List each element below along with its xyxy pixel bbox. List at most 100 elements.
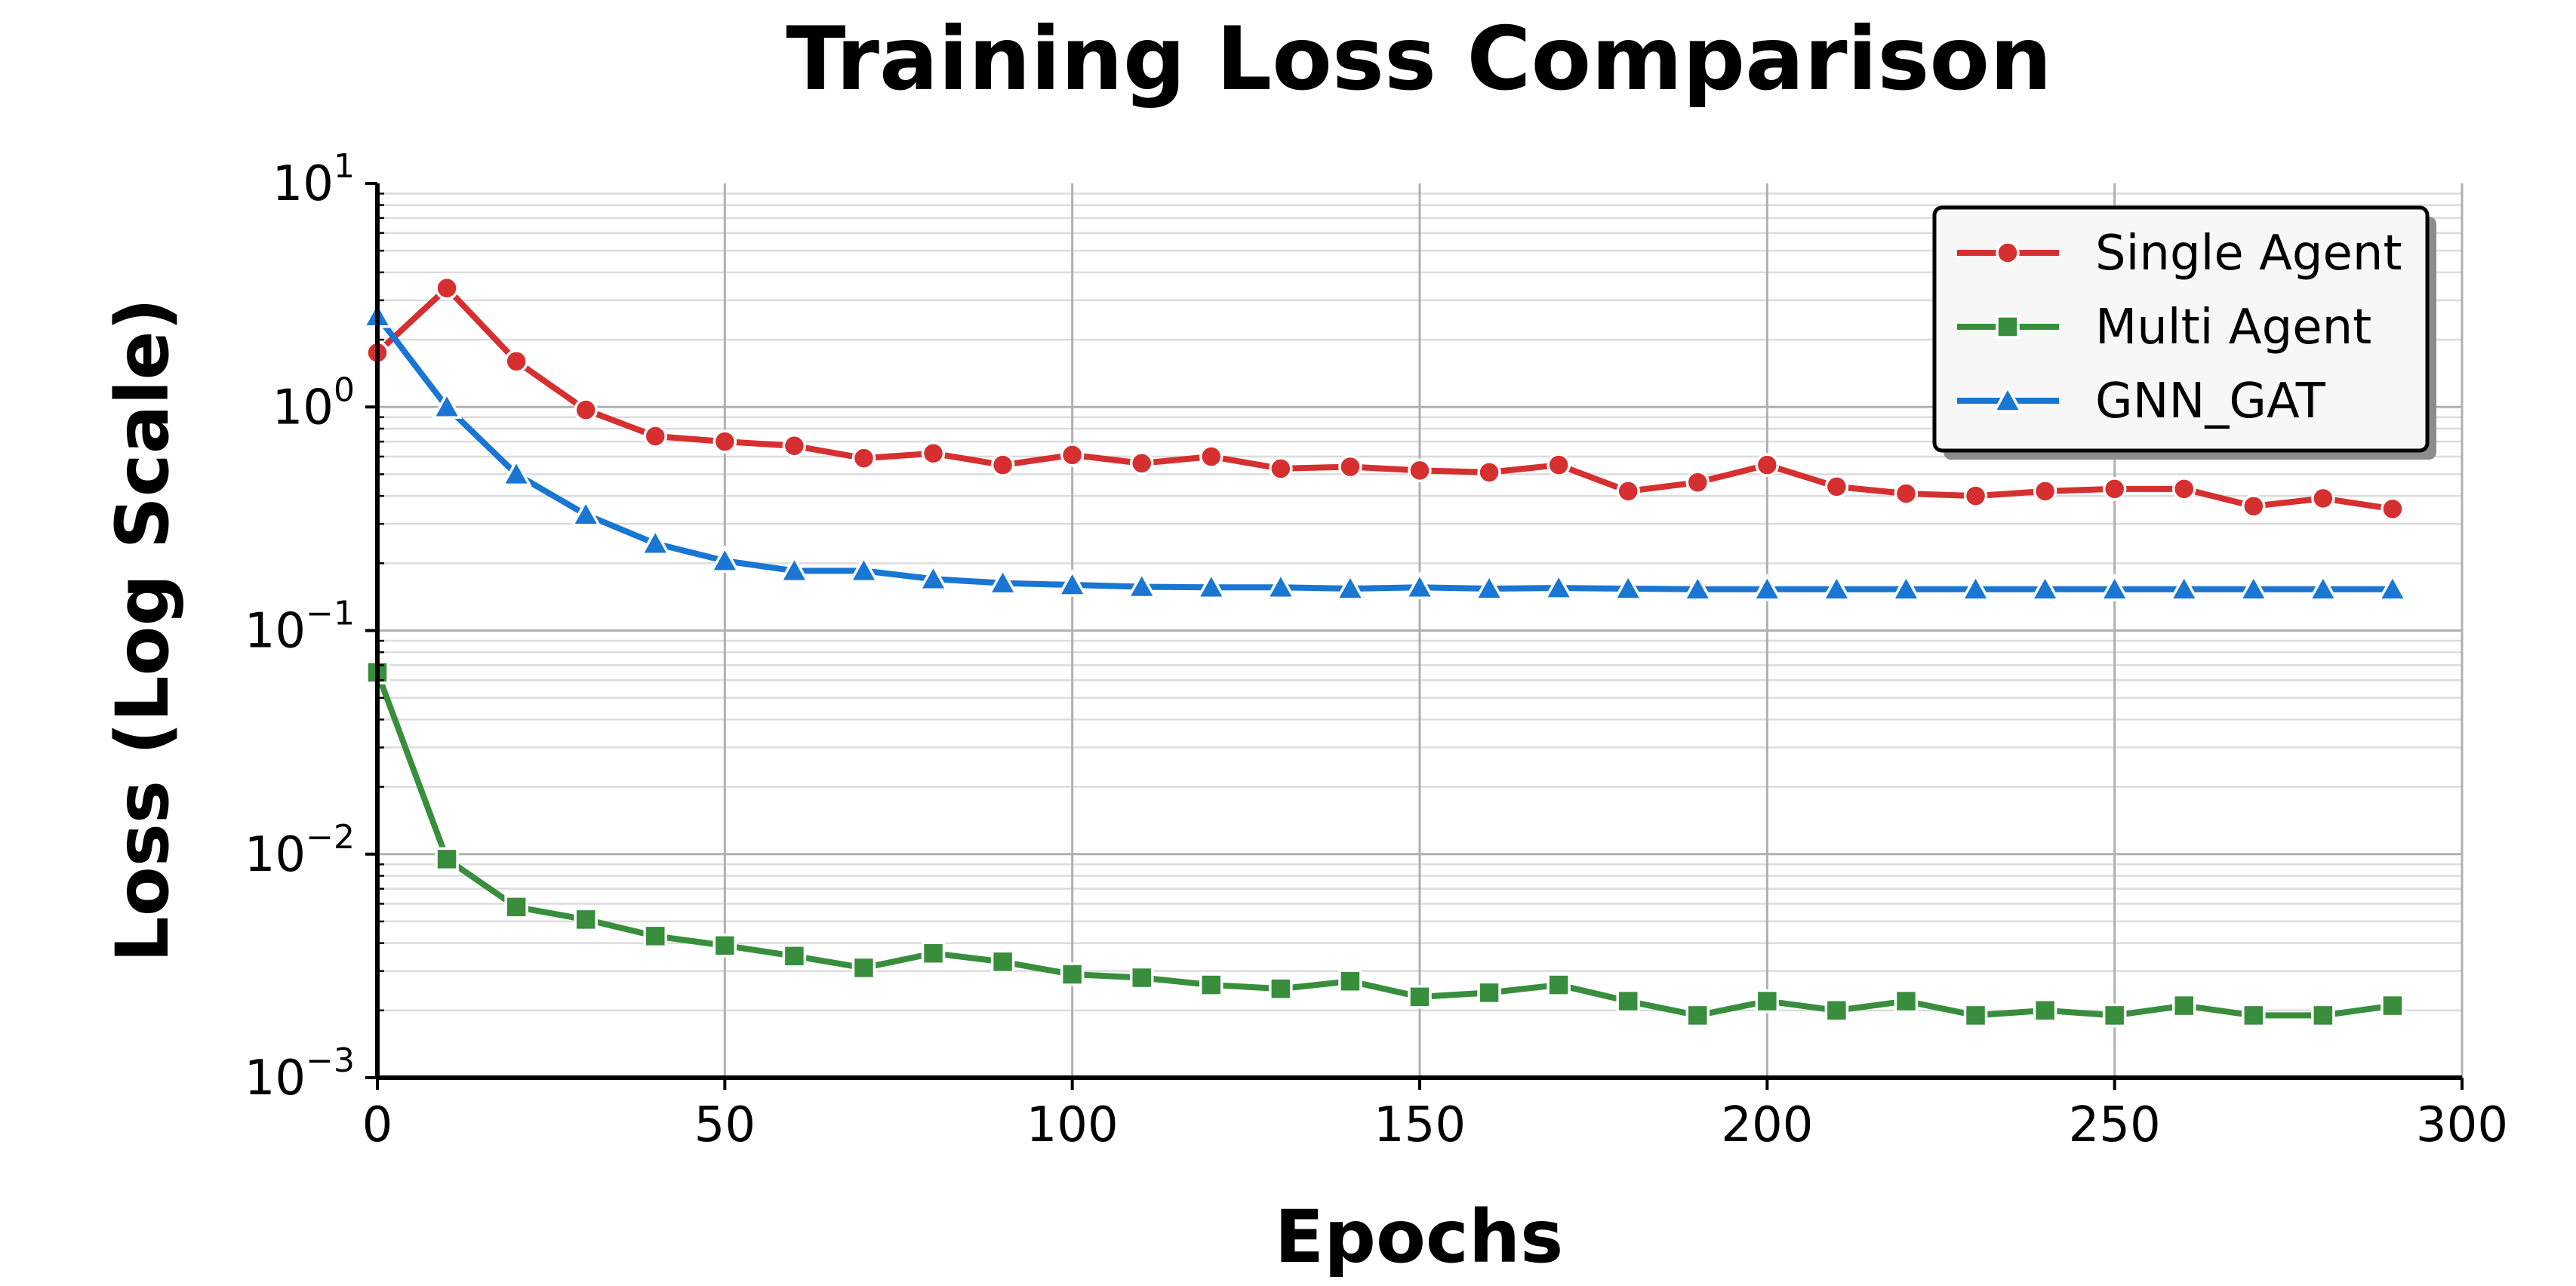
series-line (374, 671, 2393, 1019)
data-point-marker (574, 398, 598, 422)
data-point-marker (431, 391, 463, 419)
data-point-marker (848, 555, 879, 583)
series-multi-agent (365, 660, 2405, 1028)
data-point-marker (918, 563, 949, 591)
data-point-marker (1543, 572, 1574, 600)
data-point-marker (1404, 571, 1436, 600)
legend-label: GNN_GAT (2095, 374, 2326, 429)
data-point-marker (712, 429, 737, 454)
data-point-marker (1269, 457, 1293, 481)
y-axis-label: Loss (Log Scale) (100, 298, 185, 963)
data-point-marker (2238, 573, 2270, 601)
data-point-marker (2381, 497, 2405, 521)
data-point-marker (2171, 993, 2196, 1018)
data-point-marker (1890, 573, 1922, 601)
x-tick-label: 100 (1026, 1097, 1119, 1153)
x-tick-label: 0 (362, 1097, 393, 1153)
data-point-marker (1408, 985, 1432, 1009)
data-point-marker (1612, 572, 1644, 601)
data-point-marker (2033, 998, 2057, 1023)
data-point-marker (921, 941, 946, 965)
data-point-marker (1057, 568, 1088, 597)
data-point-marker (2377, 573, 2408, 601)
data-point-marker (1473, 572, 1505, 601)
x-tick-label: 50 (694, 1097, 756, 1153)
data-point-marker (1196, 571, 1227, 600)
data-point-marker (1824, 475, 1849, 499)
data-point-marker (1824, 998, 1849, 1023)
legend-item: GNN_GAT (1957, 374, 2326, 429)
y-tick-label: 100 (272, 371, 355, 435)
data-point-marker (2171, 477, 2196, 501)
y-tick-label: 101 (272, 147, 355, 212)
data-point-marker (2381, 993, 2405, 1018)
data-point-marker (1129, 965, 1154, 990)
data-point-marker (1820, 573, 1852, 601)
data-point-marker (851, 446, 876, 470)
data-point-marker (570, 498, 602, 527)
data-point-marker (2099, 573, 2131, 601)
data-point-marker (1894, 481, 1919, 506)
data-point-marker (1894, 989, 1919, 1014)
legend-label: Multi Agent (2095, 300, 2371, 355)
data-point-marker (2030, 573, 2061, 601)
data-point-marker (1338, 454, 1362, 479)
data-point-marker (1269, 977, 1293, 1001)
data-point-marker (2102, 1003, 2127, 1028)
chart-title: Training Loss Comparison (786, 8, 2051, 110)
legend-label: Single Agent (2095, 226, 2402, 282)
data-point-marker (504, 895, 528, 919)
major-grid (377, 183, 2464, 1078)
data-point-marker (2311, 486, 2335, 511)
data-point-marker (2307, 573, 2339, 601)
data-point-marker (1408, 458, 1432, 483)
data-point-marker (1992, 384, 2024, 413)
legend-item: Single Agent (1957, 226, 2402, 282)
data-point-marker (643, 924, 668, 949)
data-point-marker (435, 276, 459, 300)
data-point-marker (1682, 573, 1713, 601)
x-tick-label: 250 (2069, 1097, 2161, 1153)
data-point-marker (1685, 470, 1710, 494)
data-point-marker (1199, 445, 1223, 469)
data-point-marker (2311, 1003, 2335, 1028)
data-point-marker (1126, 571, 1158, 599)
data-point-marker (990, 949, 1015, 974)
data-point-marker (500, 458, 532, 487)
data-point-marker (987, 567, 1019, 595)
ticks-layer: 101 100 10−1 10−2 10−30 50 100 150 200 250 300 (245, 147, 2508, 1153)
data-point-marker (2033, 479, 2057, 503)
data-point-marker (1751, 573, 1783, 601)
data-point-marker (1338, 969, 1362, 993)
x-axis-label: Epochs (1275, 1195, 1564, 1279)
data-point-marker (504, 349, 528, 374)
data-point-marker (1616, 479, 1640, 503)
data-point-marker (1963, 484, 1988, 508)
data-point-marker (782, 434, 807, 458)
data-point-marker (1547, 453, 1571, 477)
data-point-marker (1685, 1003, 1710, 1028)
data-point-marker (2242, 494, 2266, 518)
y-tick-label: 10−2 (245, 818, 355, 883)
y-tick-label: 10−3 (245, 1041, 355, 1106)
legend-box (1932, 205, 2430, 453)
legend-item: Multi Agent (1957, 300, 2371, 355)
series-single-agent (365, 276, 2405, 521)
data-point-marker (1477, 980, 1501, 1005)
data-point-marker (1060, 962, 1085, 986)
data-point-marker (712, 934, 737, 958)
data-point-marker (643, 424, 668, 448)
data-point-marker (1547, 973, 1571, 997)
data-point-marker (1477, 460, 1501, 485)
legend: Single Agent Multi Agent GNN_GAT (1932, 205, 2436, 460)
data-point-marker (435, 847, 459, 872)
data-point-marker (1616, 989, 1640, 1014)
data-point-marker (1265, 571, 1297, 600)
x-tick-label: 300 (2416, 1097, 2508, 1153)
data-point-marker (1755, 453, 1780, 477)
data-point-marker (1334, 572, 1366, 601)
series-gnn-gat (362, 300, 2408, 601)
data-point-marker (2102, 477, 2127, 501)
